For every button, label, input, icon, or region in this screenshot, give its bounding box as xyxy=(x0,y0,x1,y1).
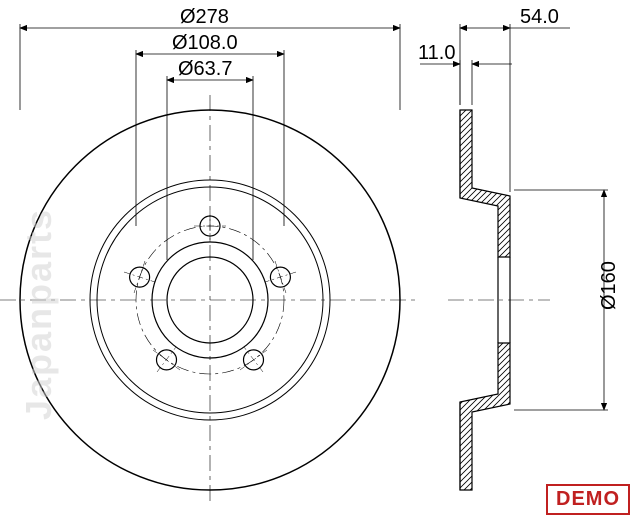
side-view xyxy=(448,110,550,490)
demo-badge: DEMO xyxy=(546,484,630,515)
watermark-text: Japanparts xyxy=(18,208,60,420)
dim-offset: 54.0 xyxy=(520,6,559,29)
dim-thickness: 11.0 xyxy=(418,42,455,65)
dim-bolt-circle: Ø108.0 xyxy=(172,32,238,55)
dim-outer-diameter: Ø278 xyxy=(180,6,229,29)
front-view xyxy=(0,95,415,505)
dimensions xyxy=(20,24,608,410)
dim-hub-diameter: Ø63.7 xyxy=(178,58,232,81)
dim-hat-diameter: Ø160 xyxy=(598,261,621,310)
